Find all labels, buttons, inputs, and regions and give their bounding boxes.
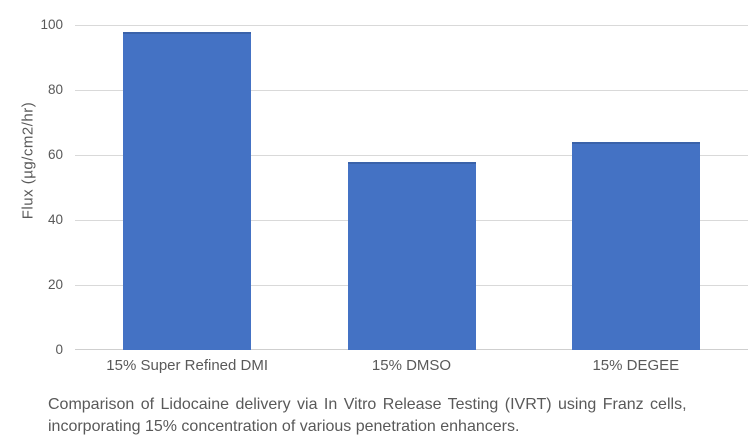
y-tick-label: 60 bbox=[47, 147, 63, 162]
bar-chart: Flux (µg/cm2/hr) 0 20 40 60 80 100 15% Super … bbox=[20, 17, 748, 374]
x-axis-label: 15% DMSO bbox=[371, 357, 452, 374]
plot-area bbox=[75, 24, 748, 350]
caption-line-2: incorporating 15% concentration of vario… bbox=[48, 418, 520, 435]
figure-caption: Comparison of Lidocaine delivery via In … bbox=[48, 394, 720, 438]
bar-15-super-refined-dmi bbox=[123, 31, 252, 350]
y-tick-label: 40 bbox=[47, 212, 63, 227]
bar-15-dmso bbox=[347, 161, 476, 350]
x-axis-label: 15% DEGEE bbox=[592, 357, 680, 374]
caption-line-1: Comparison of Lidocaine delivery via In … bbox=[48, 396, 687, 413]
gridline bbox=[75, 89, 748, 91]
y-tick-label: 0 bbox=[55, 342, 63, 357]
gridline bbox=[75, 154, 748, 156]
bar-15-degee bbox=[571, 142, 700, 350]
x-axis-label: 15% Super Refined DMI bbox=[106, 357, 269, 374]
y-tick-label: 100 bbox=[40, 17, 63, 32]
y-tick-label: 20 bbox=[47, 277, 63, 292]
gridline bbox=[75, 24, 748, 26]
y-tick-label: 80 bbox=[47, 82, 63, 97]
